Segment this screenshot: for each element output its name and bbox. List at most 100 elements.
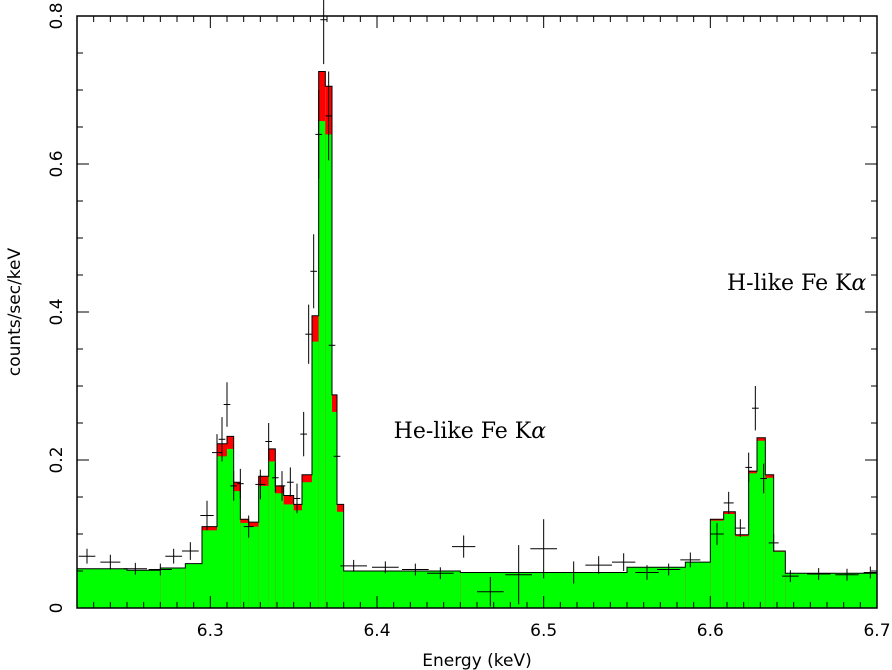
data-point-31 [452, 535, 476, 558]
model-component-bin-24 [685, 562, 711, 608]
x-tick-label: 6.6 [697, 621, 724, 641]
data-point-36 [585, 556, 612, 574]
data-point-4 [165, 548, 182, 564]
model-component-bin-9 [248, 526, 259, 608]
data-point-29 [402, 563, 429, 576]
y-tick-label: 0.6 [47, 150, 67, 177]
data-point-28 [372, 561, 399, 574]
data-point-13 [255, 469, 266, 500]
data-point-46 [760, 463, 767, 494]
data-point-38 [635, 565, 659, 580]
model-component-bin-19 [332, 411, 337, 608]
y-tick-label: 0.2 [47, 446, 67, 473]
annotation-label-1: H-like Fe Kα [727, 271, 867, 296]
data-point-3 [148, 563, 172, 576]
data-point-48 [782, 570, 799, 583]
data-point-22 [315, 90, 322, 179]
data-point-26 [333, 434, 341, 479]
data-point-8 [218, 417, 226, 462]
model-component-bin-12 [275, 493, 284, 608]
data-point-14 [265, 423, 272, 460]
model-component-bin-21 [343, 571, 461, 608]
model-component-bin-1 [127, 570, 161, 608]
model-component-bin-26 [723, 514, 736, 608]
data-point-44 [745, 452, 752, 483]
model-component-bin-20 [337, 511, 344, 608]
data-point-47 [768, 534, 779, 552]
x-tick-label: 6.4 [363, 621, 390, 641]
data-point-32 [477, 576, 504, 607]
data-point-43 [735, 519, 746, 537]
data-point-11 [237, 468, 244, 499]
model-component-bin-25 [710, 520, 724, 608]
model-component-bin-2 [160, 568, 186, 608]
data-point-24 [325, 71, 332, 161]
data-point-25 [328, 308, 336, 383]
data-point-10 [230, 471, 237, 501]
model-outline [77, 71, 877, 574]
data-point-50 [835, 568, 859, 581]
model-component-bin-4 [202, 530, 217, 608]
model-component-bin-31 [773, 551, 786, 608]
y-tick-label: 0.8 [47, 2, 67, 29]
data-point-40 [680, 552, 701, 568]
model-component-bin-14 [293, 510, 302, 608]
data-point-27 [340, 559, 367, 572]
data-point-16 [278, 471, 286, 501]
model-component-bin-13 [283, 504, 294, 608]
data-point-17 [287, 467, 294, 497]
model-component-bin-28 [748, 473, 757, 608]
data-point-30 [427, 567, 454, 580]
data-point-35 [560, 561, 587, 584]
x-tick-label: 6.7 [863, 621, 890, 641]
model-component-bin-16 [312, 341, 319, 608]
data-point-33 [505, 545, 532, 605]
model-component-bin-0 [77, 568, 127, 608]
data-point-15 [272, 462, 279, 493]
model-component-bin-18 [325, 134, 332, 608]
y-tick-label: 0 [47, 603, 67, 614]
data-point-12 [243, 515, 254, 538]
model-component-bin-27 [735, 536, 749, 608]
axis-ticks [76, 15, 878, 609]
model-component-bin-15 [302, 482, 312, 608]
y-axis-label: counts/sec/keV [5, 247, 25, 376]
data-point-9 [223, 382, 231, 427]
model-component-bin-17 [318, 121, 326, 608]
data-point-42 [723, 491, 734, 515]
x-tick-label: 6.3 [197, 621, 224, 641]
alpha-symbol: α [852, 271, 867, 296]
model-component-bin-10 [258, 485, 269, 608]
data-point-37 [612, 553, 636, 571]
data-point-0 [78, 548, 96, 564]
x-tick-label: 6.5 [530, 621, 557, 641]
model-component-bin-23 [627, 567, 686, 608]
model-component-bin-5 [217, 456, 227, 608]
model-component-bin-11 [268, 461, 276, 608]
model-component-bin-3 [185, 563, 202, 608]
alpha-symbol: α [531, 419, 546, 444]
model-component-bin-29 [757, 440, 766, 608]
x-axis-label: Energy (keV) [422, 651, 532, 670]
model-component-bin-32 [785, 573, 877, 608]
y-tick-label: 0.4 [47, 298, 67, 325]
data-point-7 [212, 434, 222, 472]
model-component-bin-7 [233, 491, 241, 608]
model-component-bin-6 [227, 448, 234, 608]
data-point-23 [320, 0, 327, 65]
data-points [78, 0, 877, 607]
data-point-19 [300, 411, 307, 457]
data-point-39 [657, 563, 681, 576]
data-point-21 [310, 234, 317, 309]
data-point-51 [863, 566, 877, 579]
model-component-bin-8 [240, 522, 249, 608]
data-point-20 [305, 304, 312, 364]
data-point-2 [123, 562, 147, 575]
data-point-49 [807, 568, 831, 580]
data-point-6 [200, 500, 214, 531]
data-point-5 [182, 542, 199, 560]
data-point-45 [752, 386, 759, 431]
data-point-1 [100, 554, 121, 570]
model-histogram [77, 71, 877, 609]
